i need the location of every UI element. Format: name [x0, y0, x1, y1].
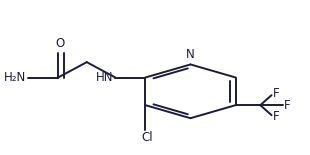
Text: F: F	[273, 87, 280, 100]
Text: H₂N: H₂N	[4, 71, 27, 84]
Text: F: F	[273, 110, 280, 123]
Text: F: F	[284, 99, 291, 112]
Text: N: N	[186, 48, 195, 61]
Text: O: O	[55, 37, 64, 50]
Text: HN: HN	[96, 71, 114, 84]
Text: Cl: Cl	[141, 131, 153, 144]
